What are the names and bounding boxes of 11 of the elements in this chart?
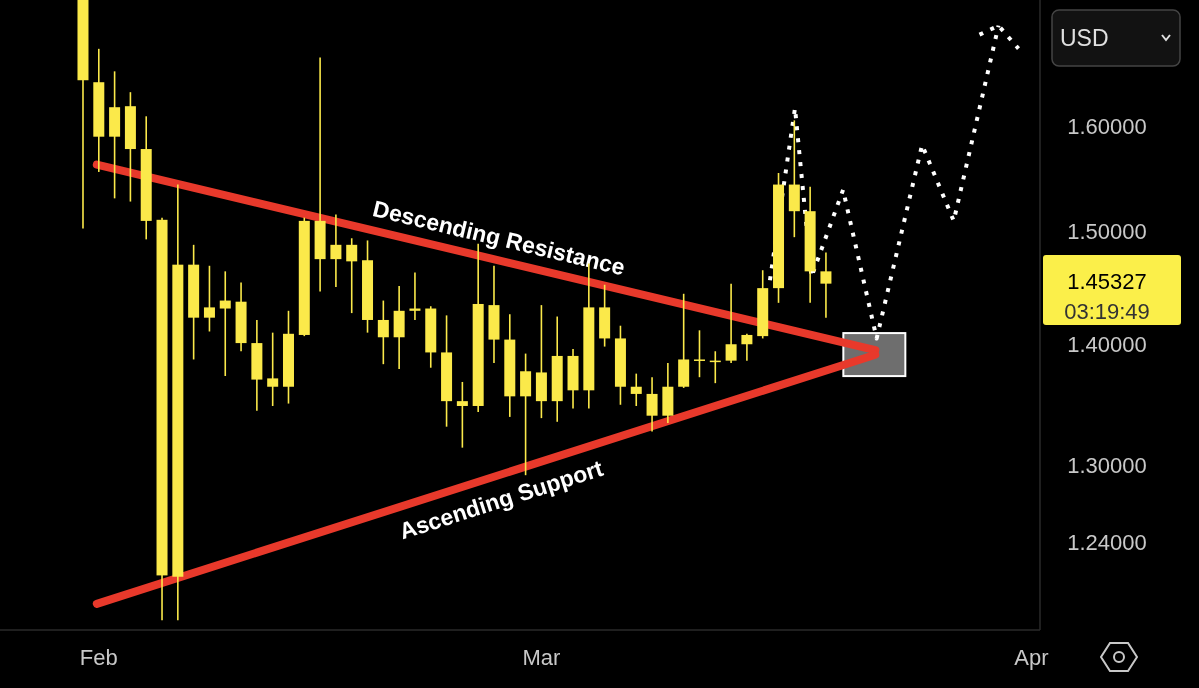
text: 1.45327	[1067, 268, 1147, 294]
y-tick-label: 1.40000	[1067, 331, 1147, 357]
y-tick-label: 1.50000	[1067, 219, 1147, 245]
y-tick-label: 1.30000	[1067, 452, 1147, 478]
text: 03:19:49	[1064, 298, 1150, 324]
x-tick-label: Feb	[79, 645, 118, 670]
x-tick-label: Apr	[1014, 645, 1049, 670]
x-tick-label: Mar	[522, 645, 561, 670]
y-tick-label: 1.24000	[1067, 529, 1147, 555]
text: USD	[1060, 25, 1109, 52]
y-tick-label: 1.60000	[1067, 114, 1147, 140]
